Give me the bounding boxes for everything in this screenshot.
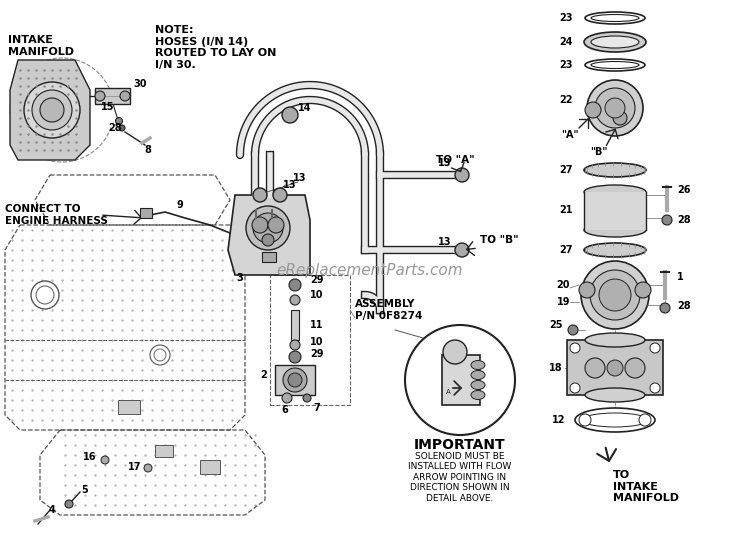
Text: 28: 28	[108, 123, 122, 133]
Text: 19: 19	[556, 297, 570, 307]
Circle shape	[101, 456, 109, 464]
Circle shape	[289, 351, 301, 363]
Text: 22: 22	[560, 95, 573, 105]
Circle shape	[639, 414, 651, 426]
Text: 16: 16	[83, 452, 97, 462]
Circle shape	[273, 188, 287, 202]
Circle shape	[607, 360, 623, 376]
Text: TO "A": TO "A"	[436, 155, 474, 165]
FancyBboxPatch shape	[262, 252, 276, 262]
Text: 29: 29	[310, 349, 323, 359]
Circle shape	[288, 373, 302, 387]
Text: 25: 25	[550, 320, 563, 330]
Text: 27: 27	[560, 245, 573, 255]
Text: A: A	[446, 389, 450, 395]
Text: 6: 6	[282, 405, 288, 415]
Circle shape	[289, 279, 301, 291]
Polygon shape	[10, 60, 90, 160]
Text: 26: 26	[677, 185, 691, 195]
Ellipse shape	[471, 371, 485, 379]
Text: 3: 3	[237, 273, 243, 283]
Circle shape	[268, 217, 284, 233]
Text: "A": "A"	[561, 130, 579, 140]
Circle shape	[154, 349, 166, 361]
Ellipse shape	[584, 243, 646, 257]
Text: 30: 30	[134, 79, 147, 89]
Circle shape	[119, 125, 125, 131]
FancyBboxPatch shape	[140, 208, 152, 218]
Text: 28: 28	[677, 215, 691, 225]
Circle shape	[581, 261, 649, 329]
Circle shape	[303, 394, 311, 402]
Circle shape	[65, 500, 73, 508]
Ellipse shape	[591, 15, 639, 22]
Circle shape	[662, 215, 672, 225]
Text: INTAKE
MANIFOLD: INTAKE MANIFOLD	[8, 35, 74, 57]
Circle shape	[405, 325, 515, 435]
Ellipse shape	[584, 185, 646, 199]
Text: IMPORTANT: IMPORTANT	[414, 438, 506, 452]
Circle shape	[116, 117, 122, 124]
Text: eReplacementParts.com: eReplacementParts.com	[277, 262, 464, 278]
Text: 4: 4	[49, 505, 55, 515]
Circle shape	[595, 88, 635, 128]
Circle shape	[253, 188, 267, 202]
Circle shape	[585, 358, 605, 378]
Text: 27: 27	[560, 165, 573, 175]
Circle shape	[587, 80, 643, 136]
Text: 14: 14	[298, 103, 312, 113]
Circle shape	[253, 213, 283, 243]
Circle shape	[660, 303, 670, 313]
Ellipse shape	[585, 388, 645, 402]
Ellipse shape	[471, 391, 485, 399]
Circle shape	[36, 286, 54, 304]
Text: 13: 13	[438, 237, 452, 247]
Circle shape	[24, 82, 80, 138]
Text: 20: 20	[556, 280, 570, 290]
Text: 9: 9	[177, 200, 183, 210]
Ellipse shape	[591, 62, 639, 69]
Text: SOLENOID MUST BE
INSTALLED WITH FLOW
ARROW POINTING IN
DIRECTION SHOWN IN
DETAIL: SOLENOID MUST BE INSTALLED WITH FLOW ARR…	[408, 452, 512, 503]
Text: 29: 29	[310, 275, 323, 285]
Circle shape	[150, 345, 170, 365]
Circle shape	[252, 217, 268, 233]
Circle shape	[650, 383, 660, 393]
Text: NOTE:
HOSES (I/N 14)
ROUTED TO LAY ON
I/N 30.: NOTE: HOSES (I/N 14) ROUTED TO LAY ON I/…	[155, 25, 276, 70]
Text: 7: 7	[314, 403, 320, 413]
Circle shape	[570, 383, 580, 393]
FancyBboxPatch shape	[567, 340, 663, 395]
Circle shape	[144, 464, 152, 472]
Text: 1: 1	[677, 272, 684, 282]
Circle shape	[613, 111, 627, 125]
Circle shape	[443, 340, 467, 364]
Text: 23: 23	[560, 13, 573, 23]
FancyBboxPatch shape	[442, 355, 480, 405]
Text: 18: 18	[549, 363, 563, 373]
Text: 8: 8	[145, 145, 152, 155]
Text: TO "B": TO "B"	[480, 235, 519, 245]
Circle shape	[590, 270, 640, 320]
Ellipse shape	[584, 163, 646, 177]
Text: 13: 13	[438, 158, 452, 168]
Ellipse shape	[584, 223, 646, 237]
Text: 28: 28	[677, 301, 691, 311]
FancyBboxPatch shape	[155, 445, 173, 457]
FancyBboxPatch shape	[584, 192, 646, 230]
Ellipse shape	[575, 408, 655, 432]
Circle shape	[120, 91, 130, 101]
Circle shape	[568, 325, 578, 335]
Circle shape	[40, 98, 64, 122]
Circle shape	[32, 90, 72, 130]
Text: 12: 12	[551, 415, 565, 425]
Circle shape	[283, 368, 307, 392]
Text: 10: 10	[310, 290, 323, 300]
Circle shape	[290, 340, 300, 350]
FancyBboxPatch shape	[118, 400, 140, 414]
Ellipse shape	[582, 413, 648, 427]
Circle shape	[282, 393, 292, 403]
Text: 2: 2	[260, 370, 267, 380]
Text: 17: 17	[128, 462, 142, 472]
Circle shape	[585, 102, 601, 118]
Circle shape	[625, 358, 645, 378]
Polygon shape	[228, 195, 310, 275]
